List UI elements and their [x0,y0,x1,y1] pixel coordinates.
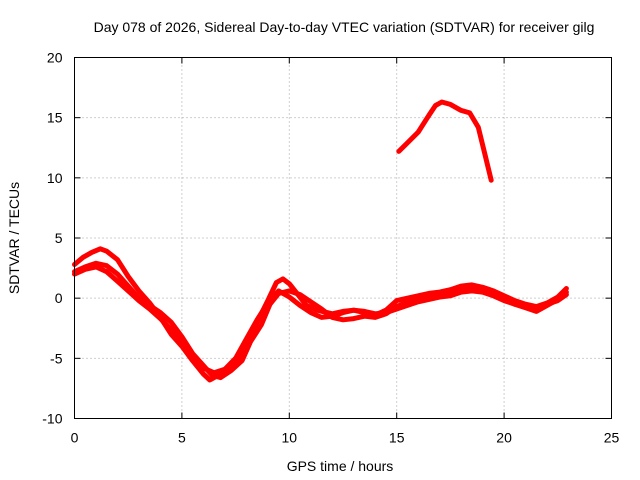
y-tick-label: 0 [55,290,63,306]
y-tick-label: -10 [42,411,62,427]
y-axis-label: SDTVAR / TECUs [6,182,22,294]
grid-layer [74,57,612,419]
x-tick-label: 25 [604,430,620,446]
y-tick-label: 20 [47,50,63,66]
series-layer [72,99,569,383]
x-tick-label: 15 [389,430,405,446]
x-tick-label: 0 [71,430,79,446]
series-track-b [72,260,569,381]
y-tick-label: -5 [50,350,63,366]
chart-title: Day 078 of 2026, Sidereal Day-to-day VTE… [94,19,595,35]
x-tick-label: 20 [496,430,512,446]
tick-layer: 0 5 10 15 20 25 -10 -5 0 5 10 15 20 [42,50,619,446]
y-tick-label: 10 [47,170,63,186]
x-tick-label: 10 [282,430,298,446]
series-track-d [396,99,494,183]
x-axis-label: GPS time / hours [287,458,394,474]
x-tick-label: 5 [178,430,186,446]
y-tick-label: 5 [55,230,63,246]
y-tick-label: 15 [47,110,63,126]
series-track-c [72,264,569,376]
